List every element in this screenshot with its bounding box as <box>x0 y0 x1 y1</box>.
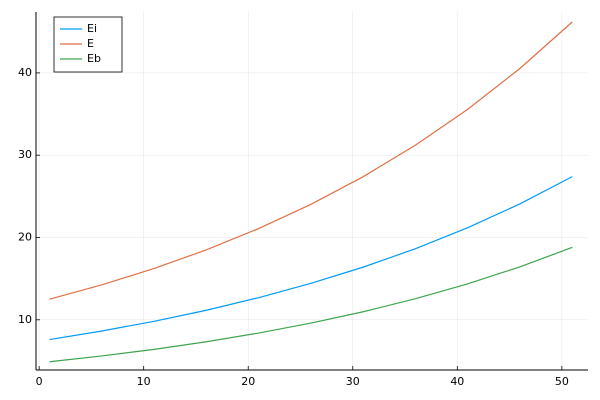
y-tick-label: 20 <box>18 230 32 243</box>
line <box>49 176 573 341</box>
x-tick-label: 20 <box>241 375 255 388</box>
legend-label: E <box>87 37 94 50</box>
x-tick-label: 50 <box>555 375 569 388</box>
x-tick-label: 0 <box>36 375 43 388</box>
x-tick-label: 40 <box>450 375 464 388</box>
legend-label: Ei <box>87 22 97 35</box>
y-tick-label: 40 <box>18 66 32 79</box>
legend: Ei E Eb <box>53 16 123 73</box>
x-tick-label: 10 <box>137 375 151 388</box>
y-tick-label: 30 <box>18 148 32 161</box>
y-tick-label: 10 <box>18 313 32 326</box>
line <box>49 246 573 363</box>
line <box>49 21 573 300</box>
x-tick-label: 30 <box>346 375 360 388</box>
legend-label: Eb <box>87 52 101 65</box>
